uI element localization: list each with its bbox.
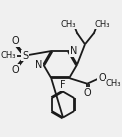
Text: N: N [35,60,42,70]
Text: CH₃: CH₃ [106,79,122,88]
Text: N: N [70,46,77,56]
Text: O: O [98,73,106,83]
Text: CH₃: CH₃ [61,19,76,28]
Text: O: O [11,36,19,46]
Text: S: S [22,51,28,61]
Text: O: O [11,65,19,75]
Text: F: F [60,80,66,90]
Text: CH₃: CH₃ [1,51,16,60]
Text: O: O [83,88,91,98]
Text: CH₃: CH₃ [95,19,110,28]
